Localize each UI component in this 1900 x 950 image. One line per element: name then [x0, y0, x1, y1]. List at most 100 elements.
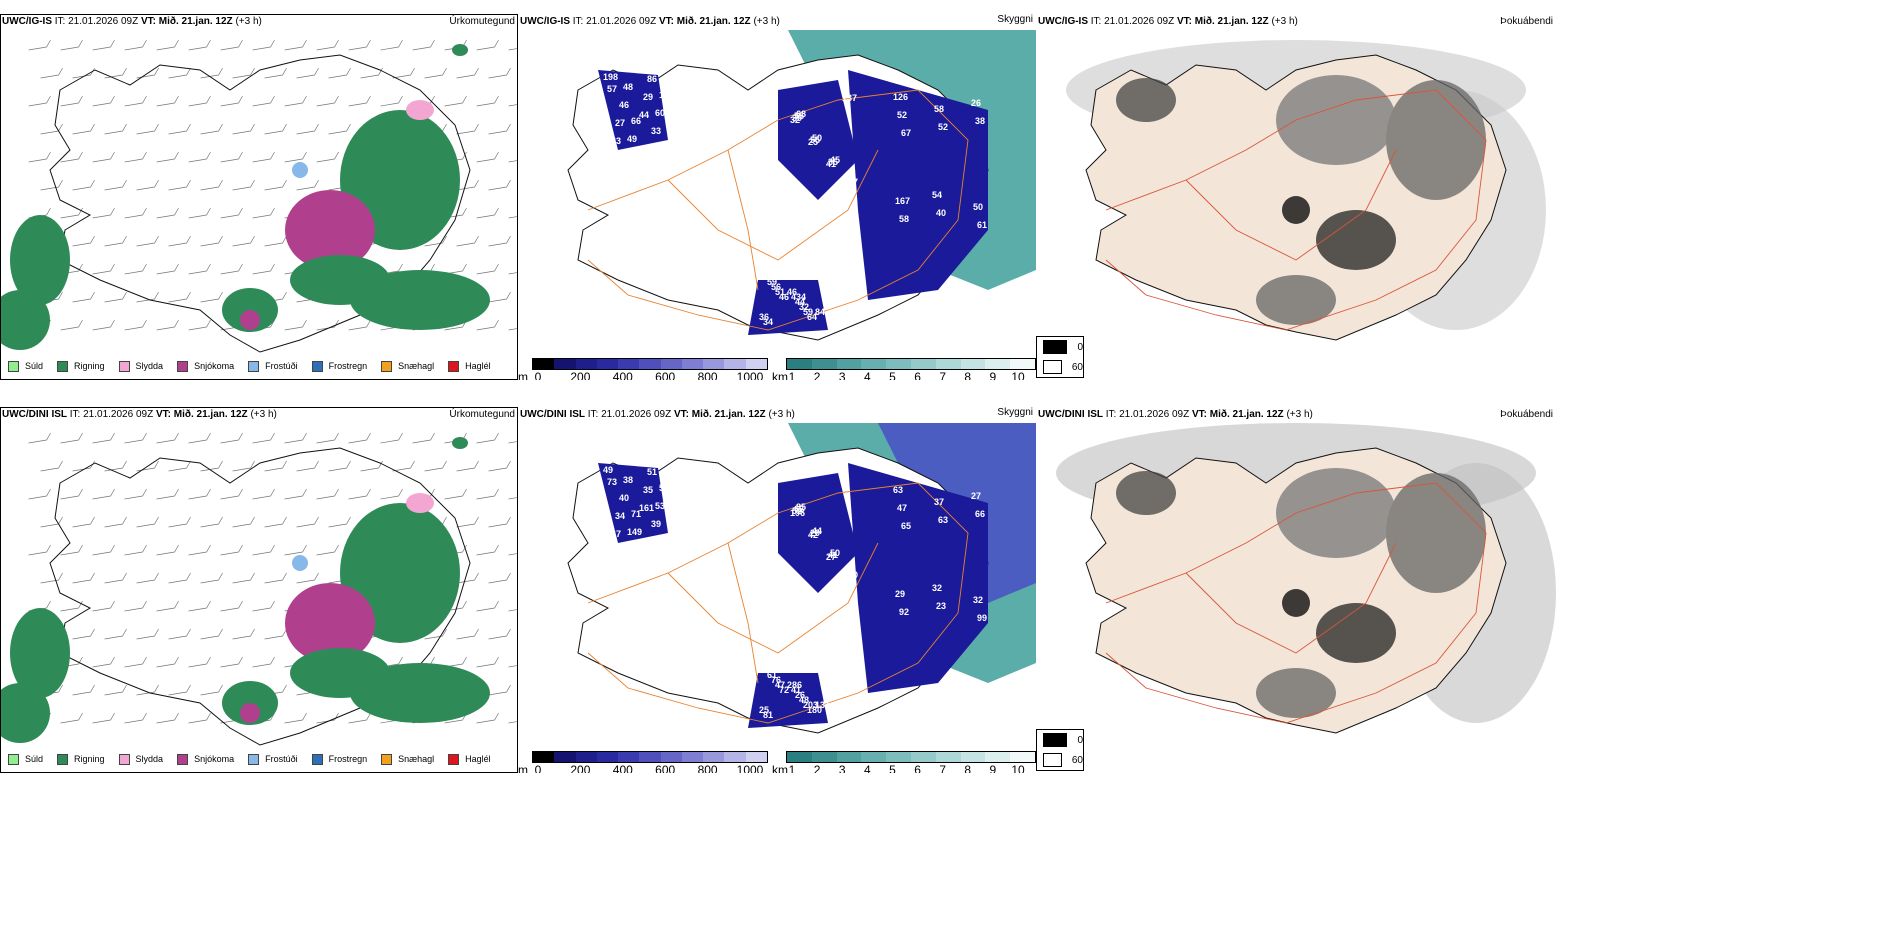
- colorbar-tick: 9: [989, 370, 997, 380]
- colorbar-swatch: [660, 359, 682, 369]
- precip-legend-item: Frostregn: [311, 753, 367, 765]
- visibility-label: 48: [799, 695, 809, 705]
- colorbar-tick: 3: [838, 370, 846, 380]
- wind-barb: [92, 151, 115, 163]
- colorbar-swatch: [703, 359, 725, 369]
- colorbar-swatch: [935, 752, 961, 762]
- colorbar-tick: 600: [655, 763, 676, 773]
- visibility-label: 76: [771, 675, 781, 685]
- wind-barb: [92, 600, 115, 612]
- precip-area: [285, 583, 375, 663]
- visibility-label: 41: [791, 685, 801, 695]
- visibility-label: 63: [893, 485, 903, 495]
- precip-type-map[interactable]: [0, 423, 518, 753]
- ceiling-colorbar: m 0 200 400 600 800 1000: [518, 751, 768, 773]
- visibility-label: 51: [647, 467, 657, 477]
- wind-barb: [488, 67, 511, 79]
- panel-visibility-top: UWC/IG-IS IT: 21.01.2026 09Z VT: Mið. 21…: [518, 14, 1036, 380]
- wind-barb: [316, 39, 339, 51]
- precip-legend-label: Slydda: [135, 754, 164, 764]
- colorbar-tick: 2: [813, 763, 821, 773]
- wind-barb: [124, 656, 147, 668]
- precip-areas: [0, 437, 490, 743]
- init-time: IT: 21.01.2026 09Z: [54, 16, 139, 27]
- wind-barb: [424, 460, 447, 472]
- visibility-label: 126: [893, 92, 908, 102]
- wind-barb: [92, 95, 115, 107]
- wind-barb: [264, 460, 287, 472]
- wind-barb: [476, 319, 499, 331]
- wind-barb: [316, 432, 339, 444]
- panel-precip-type-bottom: UWC/DINI ISL IT: 21.01.2026 09Z VT: Mið.…: [0, 407, 518, 773]
- wind-barb: [104, 291, 127, 303]
- model-name: UWC/IG-IS: [520, 16, 570, 27]
- colorbar-swatch: [787, 752, 812, 762]
- visibility-label: 47: [775, 680, 785, 690]
- visibility-label: 41: [828, 550, 838, 560]
- visibility-labels: 49 85 65 72 71 80 99 180 52 50 63 47 149 44 92 203 53 62 6…: [603, 465, 987, 720]
- visibility-map[interactable]: 49 85 65 72 71 80 99 180 52 50 63 47 149 44 92 203 53 62 6…: [518, 423, 1036, 735]
- wind-barb: [252, 488, 275, 500]
- visibility-label: 50: [973, 202, 983, 212]
- wind-barb: [28, 432, 51, 444]
- precip-type-map[interactable]: [0, 30, 518, 360]
- wind-barb: [168, 628, 191, 640]
- visibility-label: 68: [796, 109, 806, 119]
- fog-map[interactable]: [1036, 423, 1556, 743]
- valid-time: Mið. 21.jan. 12Z: [158, 16, 233, 27]
- wind-barb: [488, 291, 511, 303]
- panel-header: UWC/IG-IS IT: 21.01.2026 09Z VT: Mið. 21…: [0, 14, 518, 30]
- visibility-label: 55: [810, 135, 820, 145]
- wind-barb: [232, 67, 255, 79]
- wind-barb: [92, 39, 115, 51]
- precip-legend: Súld Rigning Slydda Snjókoma Frostúði Frostre…: [0, 749, 497, 769]
- valid-label: VT:: [1191, 409, 1207, 420]
- wind-barb: [104, 628, 127, 640]
- visibility-label: 25: [759, 705, 769, 715]
- precip-legend-label: Rigning: [74, 754, 105, 764]
- precip-legend-item: Snjókoma: [177, 360, 234, 372]
- wind-barb: [188, 656, 211, 668]
- wind-barb: [92, 319, 115, 331]
- wind-barb: [220, 207, 243, 219]
- precip-legend-label: Haglél: [465, 361, 491, 371]
- precip-legend-item: Rigning: [57, 360, 105, 372]
- visibility-label: 55: [794, 111, 804, 121]
- precip-legend-item: Slydda: [118, 753, 164, 765]
- precip-legend-swatch: [177, 360, 189, 372]
- wind-barb: [168, 572, 191, 584]
- precip-legend-label: Snæhagl: [398, 361, 435, 371]
- colorbar-swatch: [1010, 359, 1035, 369]
- fog-legend-label: 0: [1077, 734, 1083, 746]
- colorbar-tick: 9: [989, 763, 997, 773]
- wind-barb: [40, 460, 63, 472]
- precip-legend-swatch: [448, 753, 460, 765]
- precip-legend-swatch: [118, 753, 130, 765]
- colorbar-swatch: [596, 752, 619, 762]
- fog-legend-item: 0: [1037, 730, 1083, 750]
- wind-barb: [392, 460, 415, 472]
- wind-barb: [168, 291, 191, 303]
- wind-barb: [476, 488, 499, 500]
- wind-barb: [72, 179, 95, 191]
- visibility-label: 80: [848, 570, 858, 580]
- wind-barb: [476, 151, 499, 163]
- visibility-label: 35: [643, 485, 653, 495]
- wind-barb: [168, 235, 191, 247]
- wind-barb: [476, 95, 499, 107]
- init-time: IT: 21.01.2026 09Z: [572, 16, 657, 27]
- fog-map[interactable]: [1036, 30, 1556, 350]
- precip-legend-swatch: [311, 360, 323, 372]
- wind-barb: [252, 263, 275, 275]
- wind-barb: [508, 104, 518, 107]
- wind-barb: [200, 572, 223, 584]
- precip-legend-swatch: [8, 360, 19, 372]
- visibility-label: 34: [615, 511, 625, 521]
- wind-barb: [508, 272, 518, 275]
- wind-barb: [168, 684, 191, 696]
- wind-barb: [444, 488, 467, 500]
- colorbar-swatch: [811, 752, 837, 762]
- colorbar-tick: 2: [813, 370, 821, 380]
- colorbar-tick: 8: [964, 370, 972, 380]
